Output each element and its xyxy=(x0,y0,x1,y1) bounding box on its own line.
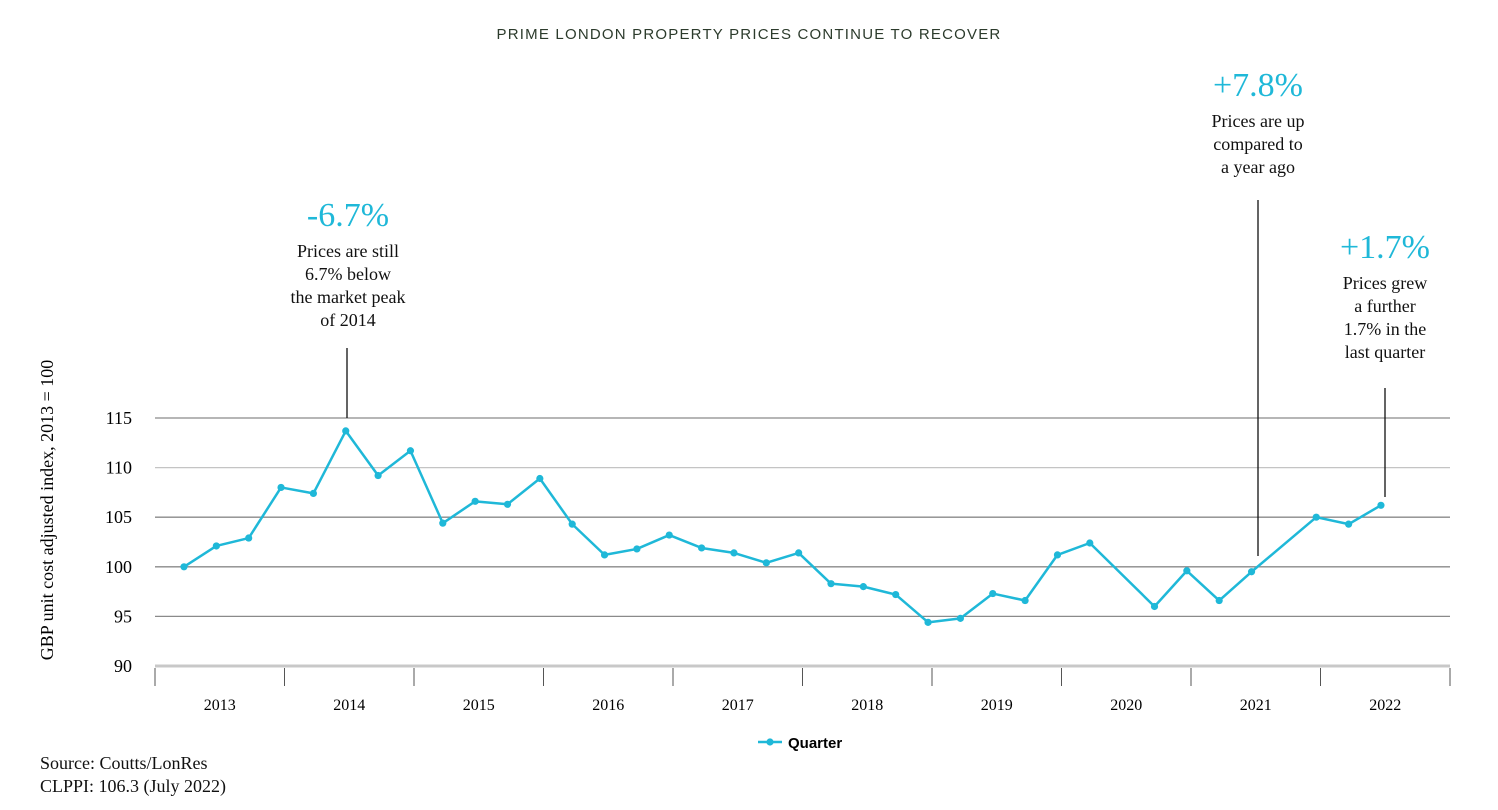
annotation-quarter: +1.7% Prices grew a further 1.7% in the … xyxy=(1285,228,1485,364)
data-point xyxy=(342,427,350,435)
annotation-peak: -6.7% Prices are still 6.7% below the ma… xyxy=(248,196,448,332)
data-point xyxy=(730,549,738,557)
annotation-value: +1.7% xyxy=(1340,229,1430,266)
annotation-line: Prices grew xyxy=(1342,273,1428,293)
x-tick-label: 2013 xyxy=(204,697,236,714)
x-tick-label: 2014 xyxy=(333,697,365,714)
x-tick-label: 2020 xyxy=(1110,697,1142,714)
data-point xyxy=(568,520,576,528)
x-tick-label: 2022 xyxy=(1369,697,1401,714)
annotation-line: Prices are up xyxy=(1211,111,1305,131)
data-point xyxy=(1345,520,1353,528)
annotation-line: a further xyxy=(1354,296,1416,316)
y-axis-label: GBP unit cost adjusted index, 2013 = 100 xyxy=(37,360,57,660)
annotation-line: compared to xyxy=(1213,134,1303,154)
data-point xyxy=(956,614,965,622)
annotation-line: Prices are still xyxy=(297,241,399,261)
data-point xyxy=(277,483,285,492)
annotation-line: last quarter xyxy=(1344,342,1426,362)
data-point xyxy=(698,544,706,552)
legend-label: Quarter xyxy=(788,735,842,752)
chart-title: PRIME LONDON PROPERTY PRICES CONTINUE TO… xyxy=(496,26,1002,43)
annotation-value: +7.8% xyxy=(1213,67,1303,104)
annotation-line: of 2014 xyxy=(320,310,376,330)
data-point xyxy=(762,559,770,567)
data-point xyxy=(665,531,673,539)
data-point xyxy=(892,590,900,599)
x-tick-label: 2016 xyxy=(592,697,624,714)
annotation-line: 6.7% below xyxy=(305,264,391,284)
data-point xyxy=(633,545,641,553)
data-point xyxy=(471,497,479,505)
data-point xyxy=(1215,596,1223,605)
annotation-yoy: +7.8% Prices are up compared to a year a… xyxy=(1158,66,1358,179)
x-tick-label: 2021 xyxy=(1240,697,1272,714)
annotation-line: 1.7% in the xyxy=(1343,319,1427,339)
data-point xyxy=(309,489,317,497)
data-point xyxy=(795,549,803,557)
y-tick-label: 95 xyxy=(114,606,132,626)
y-tick-label: 110 xyxy=(106,458,132,478)
data-point xyxy=(180,563,188,571)
x-tick-label: 2017 xyxy=(722,697,754,714)
index-line: CLPPI: 106.3 (July 2022) xyxy=(40,776,227,796)
data-point xyxy=(212,542,220,550)
data-point xyxy=(536,474,544,483)
data-point xyxy=(374,471,382,480)
series-line xyxy=(183,429,1382,624)
annotation-value: -6.7% xyxy=(306,197,390,234)
data-point xyxy=(1183,567,1191,575)
source-line: Source: Coutts/LonRes xyxy=(40,753,208,773)
data-point xyxy=(1086,539,1094,547)
y-tick-label: 105 xyxy=(105,507,132,527)
data-point xyxy=(1247,568,1256,576)
y-tick-label: 90 xyxy=(114,656,132,676)
y-tick-label: 100 xyxy=(105,557,132,577)
data-point xyxy=(827,580,835,588)
data-point xyxy=(503,500,512,508)
x-tick-label: 2019 xyxy=(981,697,1013,714)
source-note: Source: Coutts/LonRes CLPPI: 106.3 (July… xyxy=(40,752,226,798)
data-point xyxy=(600,551,609,559)
data-point xyxy=(1053,551,1062,559)
legend-marker xyxy=(766,738,774,746)
data-point xyxy=(859,583,867,591)
data-point xyxy=(1312,513,1320,521)
data-point xyxy=(1021,596,1029,605)
data-point xyxy=(406,447,415,455)
annotation-line: a year ago xyxy=(1221,157,1295,177)
x-tick-label: 2015 xyxy=(463,697,495,714)
data-point xyxy=(245,534,253,542)
data-point xyxy=(989,589,997,598)
x-tick-label: 2018 xyxy=(851,697,883,714)
data-point xyxy=(924,618,932,626)
data-point xyxy=(439,519,447,527)
y-tick-label: 115 xyxy=(106,408,132,428)
data-point xyxy=(1150,602,1159,611)
data-point xyxy=(1377,501,1385,509)
annotation-line: the market peak xyxy=(290,287,406,307)
